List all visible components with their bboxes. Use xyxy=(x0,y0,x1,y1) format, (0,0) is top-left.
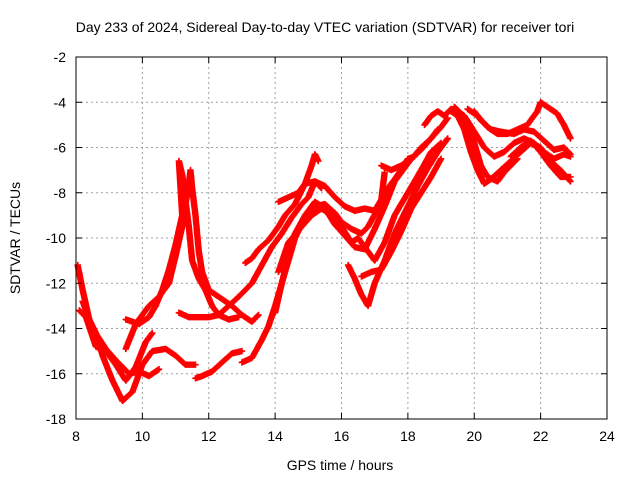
y-tick-label: -8 xyxy=(54,185,67,201)
y-tick-label: -18 xyxy=(46,411,66,427)
y-tick-label: -16 xyxy=(46,366,66,382)
data-track xyxy=(507,137,574,181)
y-tick-labels: -2 -4 -6 -8 -10 -12 -14 -16 -18 xyxy=(46,49,66,427)
x-tick-label: 16 xyxy=(334,428,350,444)
data-point-markers xyxy=(358,155,445,280)
x-tick-label: 22 xyxy=(533,428,549,444)
data-track xyxy=(122,157,242,328)
grid-lines xyxy=(76,57,607,419)
data-track xyxy=(79,298,163,380)
data-point-markers xyxy=(471,108,574,158)
x-tick-label: 10 xyxy=(135,428,151,444)
data-track xyxy=(471,108,574,158)
data-point-markers xyxy=(122,157,242,328)
x-tick-label: 8 xyxy=(72,428,80,444)
data-point-markers xyxy=(175,178,325,321)
y-tick-label: -4 xyxy=(54,94,67,110)
axis-ticks xyxy=(75,56,608,420)
x-tick-labels: 8 10 12 14 16 18 20 22 24 xyxy=(72,428,615,444)
data-track xyxy=(175,178,325,321)
y-tick-label: -2 xyxy=(54,49,67,65)
y-axis-label: SDTVAR / TECUs xyxy=(7,182,23,294)
y-tick-label: -10 xyxy=(46,230,66,246)
data-point-markers xyxy=(79,298,163,380)
data-point-markers xyxy=(421,105,455,129)
chart-title: Day 233 of 2024, Sidereal Day-to-day VTE… xyxy=(76,19,575,35)
data-point-markers xyxy=(507,137,574,181)
data-point-markers xyxy=(275,139,445,276)
data-points xyxy=(74,99,574,405)
data-track xyxy=(275,169,388,215)
x-tick-label: 12 xyxy=(201,428,217,444)
data-track xyxy=(275,139,445,276)
data-track xyxy=(192,347,246,382)
x-axis-label: GPS time / hours xyxy=(287,457,394,473)
data-track xyxy=(358,155,445,280)
data-point-markers xyxy=(192,347,246,382)
x-tick-label: 20 xyxy=(466,428,482,444)
data-point-markers xyxy=(275,169,388,215)
y-tick-label: -6 xyxy=(54,140,67,156)
x-tick-label: 14 xyxy=(267,428,283,444)
data-track xyxy=(421,105,455,129)
data-track xyxy=(378,114,451,174)
y-tick-label: -12 xyxy=(46,275,66,291)
y-tick-label: -14 xyxy=(46,321,66,337)
x-tick-label: 24 xyxy=(599,428,615,444)
data-point-markers xyxy=(378,114,451,174)
x-tick-label: 18 xyxy=(400,428,416,444)
